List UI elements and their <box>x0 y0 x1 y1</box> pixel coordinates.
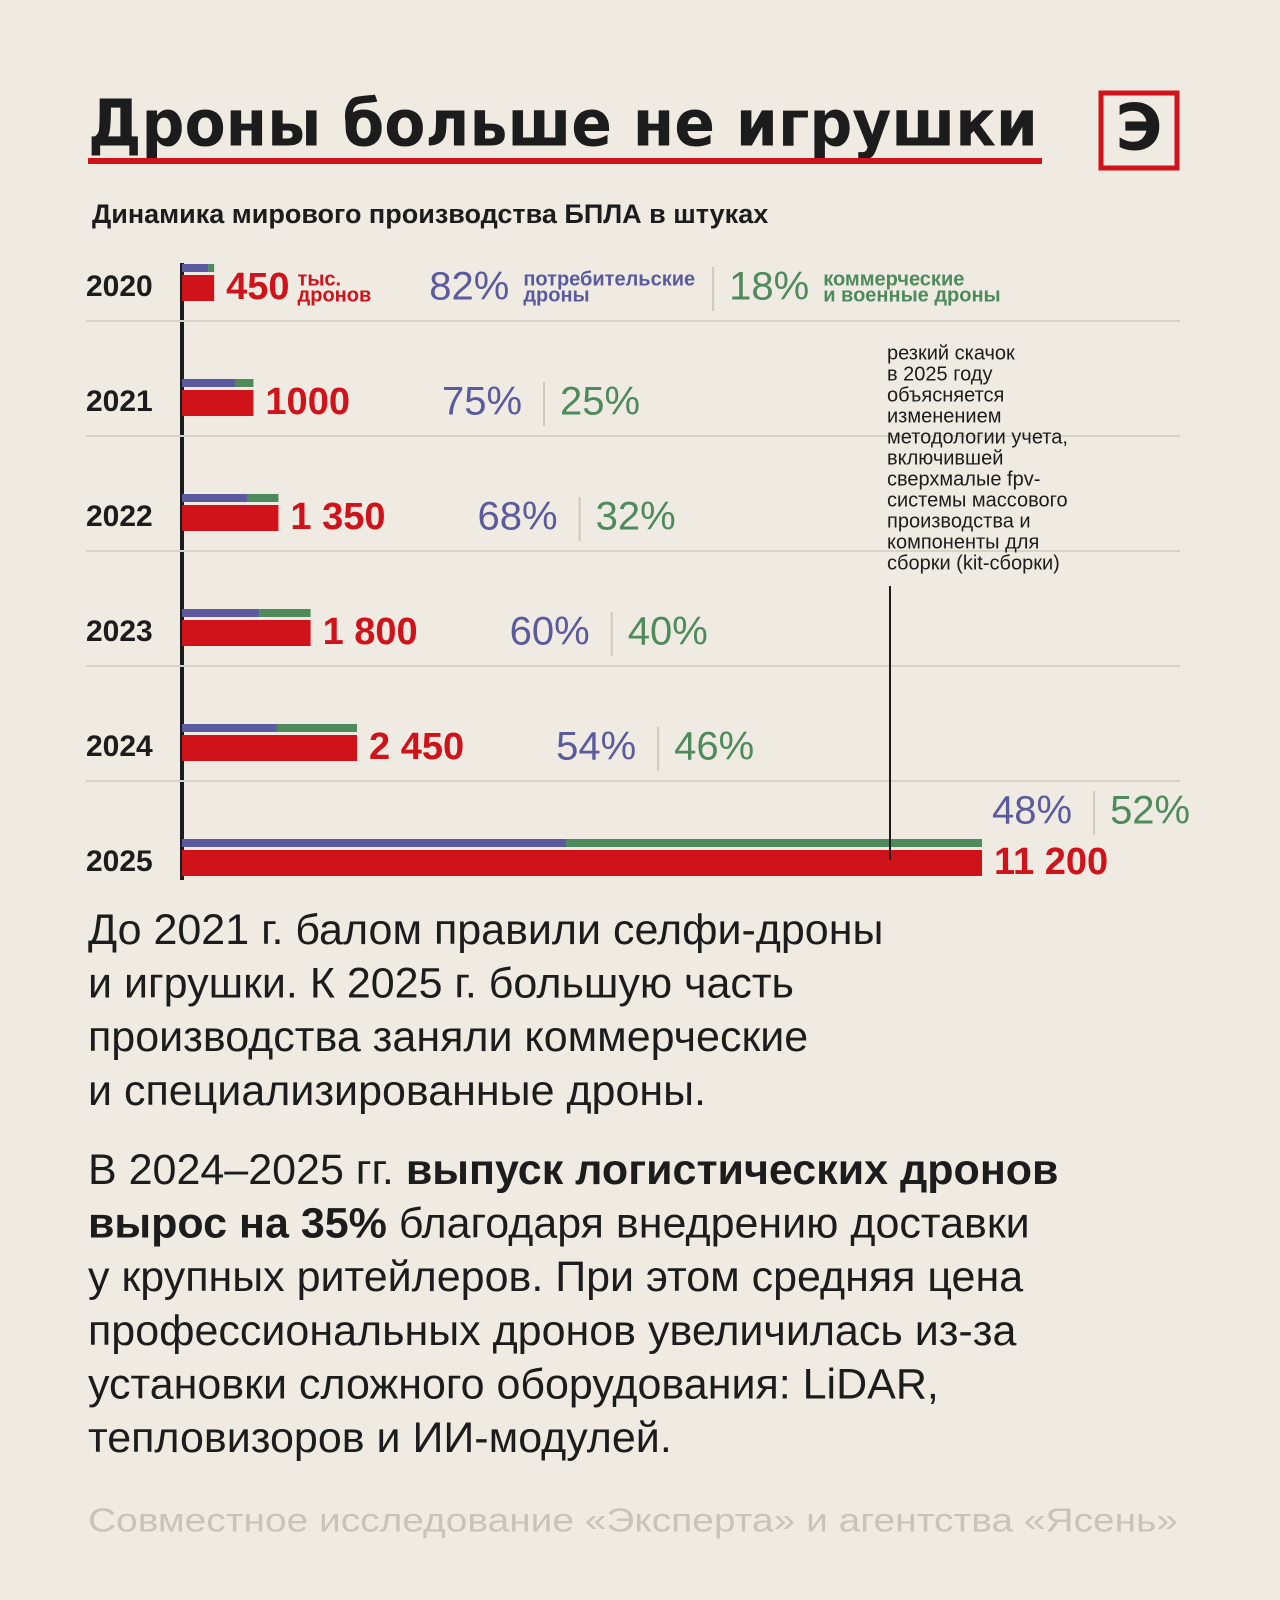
paragraph-text: и специализированные дроны. <box>88 1067 706 1115</box>
value-label: 1 800 <box>323 611 418 653</box>
logo-frame <box>1098 90 1180 171</box>
logo: Э <box>1116 92 1163 166</box>
share-label: 54% <box>556 725 636 769</box>
share-bar <box>182 839 566 847</box>
value-label: 2 450 <box>369 726 464 768</box>
paragraph-text: До 2021 г. балом правили селфи-дроны <box>88 906 883 954</box>
legend-label: дроны <box>523 284 589 306</box>
source: Совместное исследование «Эксперта» и аге… <box>88 1502 1178 1539</box>
share-bar <box>182 494 248 502</box>
share-bar <box>259 609 311 617</box>
bar <box>182 735 357 761</box>
share-bar <box>182 609 260 617</box>
year-label: 2022 <box>86 500 153 533</box>
chart-title: Дроны больше не игрушки <box>88 88 1038 162</box>
share-bar <box>566 839 982 847</box>
value-label: 1 350 <box>290 496 385 538</box>
share-label: 25% <box>560 380 640 424</box>
annotation: сборки (kit-сборки) <box>887 552 1060 574</box>
chart-subtitle: Динамика мирового производства БПЛА в шт… <box>92 199 768 229</box>
unit-label: дронов <box>298 284 372 306</box>
paragraph-line: тепловизоров и ИИ-модулей. <box>88 1414 672 1462</box>
value-label: 450 <box>226 266 289 308</box>
annotation: методологии учета, <box>887 426 1068 448</box>
share-bar <box>182 264 209 272</box>
share-label: 48% <box>992 789 1072 833</box>
paragraph-line: вырос на 35% благодаря внедрению доставк… <box>88 1200 1030 1248</box>
share-bar <box>276 724 357 732</box>
share-label: 52% <box>1110 789 1190 833</box>
annotation: резкий скачок <box>887 342 1015 364</box>
paragraph-text: установки сложного оборудования: LiDAR, <box>88 1361 939 1409</box>
bar <box>182 275 215 301</box>
bar <box>182 850 982 876</box>
title-underline <box>88 158 1042 164</box>
paragraph-text: благодаря внедрению доставки <box>387 1200 1030 1248</box>
share-bar <box>235 379 254 387</box>
value-label: 1000 <box>265 381 350 423</box>
annotation: объясняется <box>887 384 1004 406</box>
share-label: 82% <box>429 265 509 309</box>
annotation: изменением <box>887 405 1001 427</box>
bar <box>182 620 311 646</box>
share-label: 18% <box>729 265 809 309</box>
legend-label: и военные дроны <box>823 284 1000 306</box>
annotation: сверхмалые fpv- <box>887 468 1040 490</box>
share-label: 75% <box>442 380 522 424</box>
paragraph-text: и игрушки. К 2025 г. большую часть <box>88 960 794 1008</box>
paragraph-text: В 2024–2025 гг. <box>88 1146 406 1194</box>
year-label: 2020 <box>86 270 153 303</box>
paragraph-text: вырос на 35% <box>88 1200 387 1248</box>
share-label: 40% <box>628 610 708 654</box>
share-bar <box>208 264 215 272</box>
year-label: 2021 <box>86 385 153 418</box>
share-bar <box>182 724 277 732</box>
share-label: 68% <box>478 495 558 539</box>
paragraph-text: производства заняли коммерческие <box>88 1014 808 1062</box>
bar <box>182 390 254 416</box>
year-label: 2024 <box>86 730 153 763</box>
paragraph-text: выпуск логистических дронов <box>406 1146 1059 1194</box>
share-label: 46% <box>674 725 754 769</box>
bar <box>182 505 279 531</box>
annotation: компоненты для <box>887 531 1039 553</box>
paragraph-text: профессиональных дронов увеличилась из-з… <box>88 1307 1016 1355</box>
share-label: 32% <box>596 495 676 539</box>
paragraph-line: производства заняли коммерческие <box>88 1014 808 1062</box>
share-bar <box>247 494 279 502</box>
annotation: в 2025 году <box>887 363 992 385</box>
paragraph-text: тепловизоров и ИИ-модулей. <box>88 1414 672 1462</box>
annotation: включившей <box>887 447 1003 469</box>
paragraph-line: В 2024–2025 гг. выпуск логистических дро… <box>88 1146 1059 1194</box>
paragraph-line: у крупных ритейлеров. При этом средняя ц… <box>88 1254 1023 1302</box>
annotation: производства и <box>887 510 1031 532</box>
paragraph-line: и игрушки. К 2025 г. большую часть <box>88 960 794 1008</box>
share-label: 60% <box>510 610 590 654</box>
paragraph-line: До 2021 г. балом правили селфи-дроны <box>88 906 883 954</box>
paragraph-line: профессиональных дронов увеличилась из-з… <box>88 1307 1016 1355</box>
paragraph-line: и специализированные дроны. <box>88 1067 706 1115</box>
year-label: 2023 <box>86 615 153 648</box>
legend-label: коммерческие <box>823 268 964 290</box>
paragraph-text: у крупных ритейлеров. При этом средняя ц… <box>88 1254 1023 1302</box>
legend-label: потребительские <box>523 268 695 290</box>
unit-label: тыс. <box>298 268 342 290</box>
year-label: 2025 <box>86 845 153 878</box>
value-label: 11 200 <box>994 841 1108 883</box>
share-bar <box>182 379 236 387</box>
paragraph-line: установки сложного оборудования: LiDAR, <box>88 1361 939 1409</box>
annotation: системы массового <box>887 489 1068 511</box>
